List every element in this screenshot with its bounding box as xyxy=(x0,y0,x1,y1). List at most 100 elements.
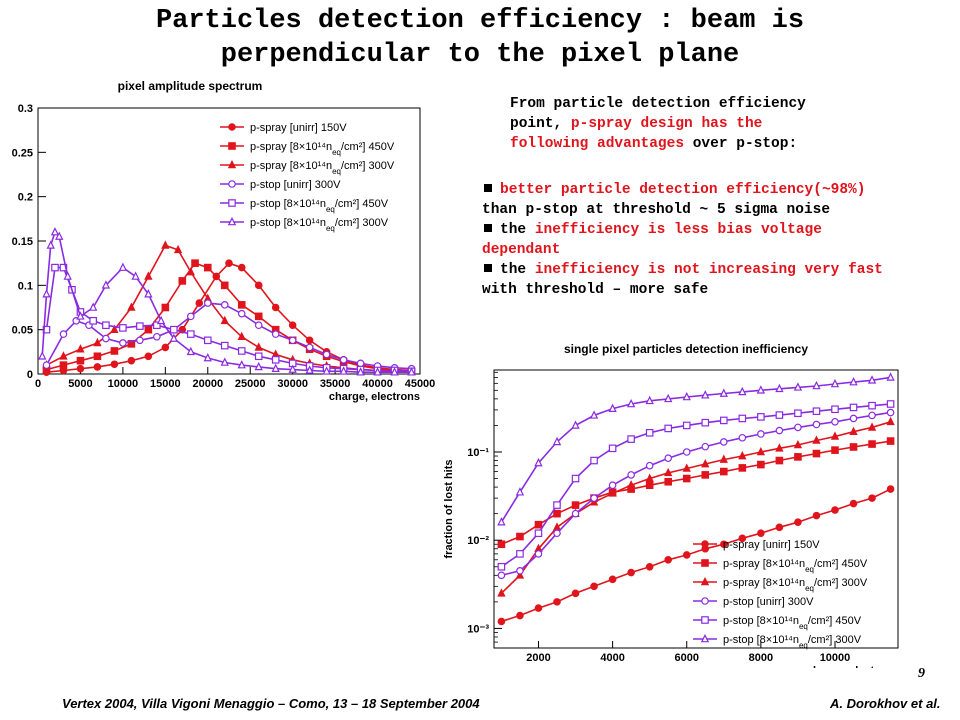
data-point xyxy=(237,301,246,309)
data-point xyxy=(812,407,821,415)
data-point xyxy=(682,551,691,559)
data-point xyxy=(271,363,280,372)
data-point xyxy=(288,321,297,330)
data-point xyxy=(868,494,876,502)
data-point xyxy=(46,240,55,249)
series-4 xyxy=(42,299,416,373)
data-point xyxy=(153,332,161,341)
data-point xyxy=(497,571,506,580)
data-point xyxy=(534,604,543,612)
data-point xyxy=(497,540,506,549)
legend-label: p-stop [8×10¹⁴neq/cm²] 450V xyxy=(250,198,389,214)
data-point xyxy=(516,567,524,575)
data-point xyxy=(220,341,229,350)
data-point xyxy=(868,440,876,448)
data-point xyxy=(131,271,140,280)
data-point xyxy=(144,271,153,280)
data-point xyxy=(794,453,802,461)
data-point xyxy=(645,395,654,405)
data-point xyxy=(254,312,263,321)
data-point xyxy=(701,418,710,427)
y-tick-label: 0.05 xyxy=(12,325,33,337)
legend-label: p-spray [8×10¹⁴neq/cm²] 450V xyxy=(250,141,395,157)
intro-line-2-a: point, xyxy=(510,116,571,132)
data-point xyxy=(682,448,691,456)
data-point xyxy=(664,424,673,433)
plot-frame xyxy=(493,369,899,649)
y-tick-label: 0.2 xyxy=(18,192,33,204)
inefficiency-chart: single pixel particles detection ineffic… xyxy=(443,342,899,668)
data-point xyxy=(664,393,673,403)
data-point xyxy=(42,289,51,298)
data-point xyxy=(271,356,280,364)
data-point xyxy=(553,501,561,509)
data-point xyxy=(794,518,802,527)
x-tick-label: 40000 xyxy=(362,378,393,390)
intro-line-1: From particle detection efficiency xyxy=(510,96,806,112)
data-point xyxy=(701,459,710,468)
data-point xyxy=(701,442,710,451)
x-axis-label: charge, electrons xyxy=(329,391,420,403)
data-point xyxy=(186,346,195,356)
data-point xyxy=(186,266,195,276)
data-point xyxy=(195,299,204,307)
legend-marker xyxy=(701,597,709,605)
advantages-list: better particle detection efficiency(~98… xyxy=(482,180,902,300)
x-tick-label: 5000 xyxy=(68,378,92,390)
data-point xyxy=(701,471,710,479)
legend-marker xyxy=(228,123,236,131)
data-point xyxy=(237,331,246,341)
series-4 xyxy=(497,408,895,580)
series-line xyxy=(501,488,891,623)
data-point xyxy=(38,351,47,360)
chart-legend: p-spray [unirr] 150V p-spray [8×10¹⁴neq/c… xyxy=(693,539,868,650)
bullet-square-icon xyxy=(484,184,492,193)
amplitude-spectrum-chart: pixel amplitude spectrum 0 5000 10000 15000 2… xyxy=(12,79,436,403)
data-point xyxy=(59,351,68,360)
legend-marker xyxy=(227,159,237,169)
data-point xyxy=(626,480,636,489)
data-point xyxy=(719,540,728,549)
data-point xyxy=(288,364,297,373)
footer-conference: Vertex 2004, Villa Vigoni Menaggio – Com… xyxy=(62,696,480,711)
data-point xyxy=(552,522,562,531)
data-point xyxy=(373,367,382,376)
data-point xyxy=(161,303,170,312)
y-tick-label: 10⁻³ xyxy=(467,623,489,635)
data-point xyxy=(682,474,691,483)
data-point xyxy=(830,431,840,440)
data-point xyxy=(868,401,876,410)
data-point xyxy=(830,378,840,388)
data-point xyxy=(793,439,803,449)
data-point xyxy=(794,409,802,418)
series-line xyxy=(500,376,891,523)
data-point xyxy=(63,271,72,280)
data-point xyxy=(339,356,348,364)
data-point xyxy=(757,413,765,421)
data-point xyxy=(59,263,68,272)
data-point xyxy=(305,365,314,374)
data-point xyxy=(203,336,212,345)
data-point xyxy=(305,343,314,352)
series-1 xyxy=(497,485,895,626)
legend-marker xyxy=(228,142,236,150)
data-point xyxy=(110,360,119,369)
data-point xyxy=(738,534,747,543)
title-line-2: perpendicular to the pixel plane xyxy=(220,40,740,70)
data-point xyxy=(127,356,136,365)
data-point xyxy=(645,429,654,437)
data-point xyxy=(849,377,858,386)
data-point xyxy=(627,568,635,577)
legend-marker xyxy=(701,559,709,567)
data-point xyxy=(534,550,543,558)
series-2 xyxy=(42,259,416,376)
data-point xyxy=(775,523,784,532)
data-point xyxy=(118,262,128,271)
y-tick-label: 0.3 xyxy=(18,103,33,115)
data-point xyxy=(571,420,580,429)
data-point xyxy=(719,454,728,463)
data-point xyxy=(102,334,110,343)
data-point xyxy=(89,317,97,325)
data-point xyxy=(645,461,654,470)
legend-marker xyxy=(701,540,709,548)
